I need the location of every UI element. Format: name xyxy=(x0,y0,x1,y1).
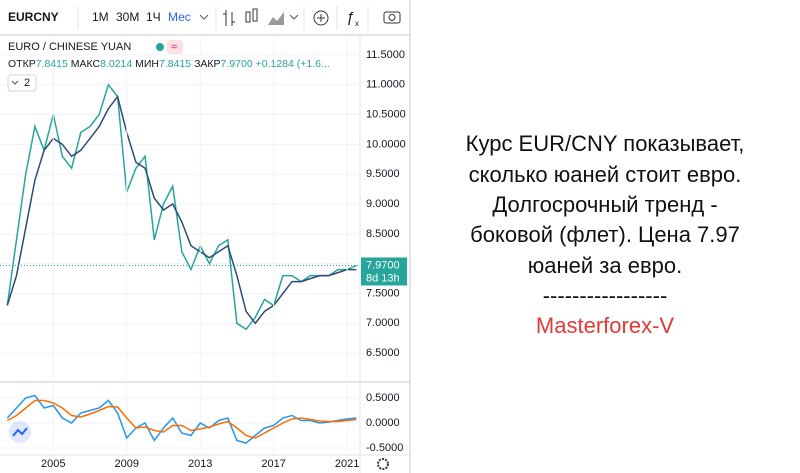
price-label: 7.9700 xyxy=(366,259,400,271)
x-tick-label: 2013 xyxy=(188,458,212,470)
status-badge xyxy=(167,40,183,54)
series-line xyxy=(6,95,357,325)
annotation-line: Долгосрочный тренд - xyxy=(492,192,717,217)
dropdown-icon[interactable] xyxy=(289,14,299,20)
y-tick-label: 0.0000 xyxy=(366,417,400,429)
instrument-name: EURO / CHINESE YUAN xyxy=(8,41,131,53)
x-tick-label: 2021 xyxy=(335,458,359,470)
ohlc-value: 7.9700 xyxy=(221,58,253,70)
separator: ----------------- xyxy=(543,283,668,308)
annotation-line: Курс EUR/CNY показывает, xyxy=(466,131,745,156)
dropdown-icon[interactable] xyxy=(199,14,209,20)
interval[interactable]: 1Ч xyxy=(146,10,161,24)
y-tick-label: 7.5000 xyxy=(366,287,400,299)
ohlc-label: МИН xyxy=(135,58,159,70)
status-badge: ≈ xyxy=(171,41,177,53)
annotation-line: боковой (флет). Цена 7.97 xyxy=(470,222,740,247)
ohlc-value: 7.8415 xyxy=(36,58,68,70)
indicators-icon: x xyxy=(355,19,359,28)
plot: 11.5000 11.0000 10.5000 10.0000 9.5000 9.0000… xyxy=(0,37,407,470)
toolbar: EURCNY 1М 30М 1Ч Мес ƒ x xyxy=(0,6,410,36)
camera-icon xyxy=(388,14,396,21)
ohlc: ОТКР7.8415 МАКС8.0214 МИН7.8415 ЗАКР7.97… xyxy=(8,58,330,70)
add-icon xyxy=(317,14,325,22)
signature: Masterforex-V xyxy=(536,313,674,338)
camera-icon[interactable] xyxy=(383,11,401,24)
status-dot xyxy=(156,43,164,51)
interval[interactable]: 1М xyxy=(92,10,109,24)
countdown-label: 8d 13h xyxy=(366,272,400,284)
x-tick-label: 2005 xyxy=(41,458,65,470)
logo-badge xyxy=(12,427,28,437)
change: +0.1284 (+1.6... xyxy=(256,58,330,70)
interval[interactable]: 30М xyxy=(116,10,139,24)
chevron-icon xyxy=(11,80,19,85)
y-tick-label: 11.0000 xyxy=(366,79,405,91)
candles-icon[interactable] xyxy=(252,8,258,22)
ohlc-label: МАКС xyxy=(71,58,101,70)
y-tick-label: 9.0000 xyxy=(366,198,400,210)
x-tick-label: 2009 xyxy=(114,458,138,470)
legend: EURO / CHINESE YUAN ≈ ОТКР7.8415 МАКС8.0… xyxy=(7,40,330,92)
y-tick-label: 9.5000 xyxy=(366,168,400,180)
ohlc-value: 7.8415 xyxy=(159,58,191,70)
y-tick-label: 0.5000 xyxy=(366,392,400,404)
ohlc-label: ОТКР xyxy=(8,58,36,70)
candles-icon[interactable] xyxy=(245,11,251,23)
add-icon[interactable] xyxy=(313,10,329,26)
bars-icon[interactable] xyxy=(223,10,235,26)
annotation-line: юаней за евро. xyxy=(528,253,682,278)
ohlc-value: 8.0214 xyxy=(100,58,132,70)
annotation: Курс EUR/CNY показывает, сколько юаней с… xyxy=(466,131,745,338)
symbol[interactable]: EURCNY xyxy=(8,10,59,24)
y-tick-label: 11.5000 xyxy=(366,49,405,61)
interval[interactable]: Мес xyxy=(168,10,191,24)
area-icon[interactable] xyxy=(268,12,284,25)
settings-icon[interactable] xyxy=(377,458,389,470)
series-line xyxy=(6,399,357,439)
series-line xyxy=(6,83,357,331)
indicators-icon[interactable]: ƒ xyxy=(346,9,354,26)
y-tick-label: 8.5000 xyxy=(366,228,400,240)
y-tick-label: 6.5000 xyxy=(366,347,400,359)
x-tick-label: 2017 xyxy=(261,458,285,470)
annotation-line: сколько юаней стоит евро. xyxy=(469,162,742,187)
ohlc-label: ЗАКР xyxy=(194,58,220,70)
indicator-toggle[interactable] xyxy=(7,74,37,92)
y-tick-label: 10.0000 xyxy=(366,138,406,150)
indicator-count: 2 xyxy=(24,77,30,89)
y-tick-label: -0.5000 xyxy=(366,442,403,454)
y-tick-label: 10.5000 xyxy=(366,108,406,120)
y-tick-label: 7.0000 xyxy=(366,317,400,329)
price-label-box xyxy=(361,257,407,286)
